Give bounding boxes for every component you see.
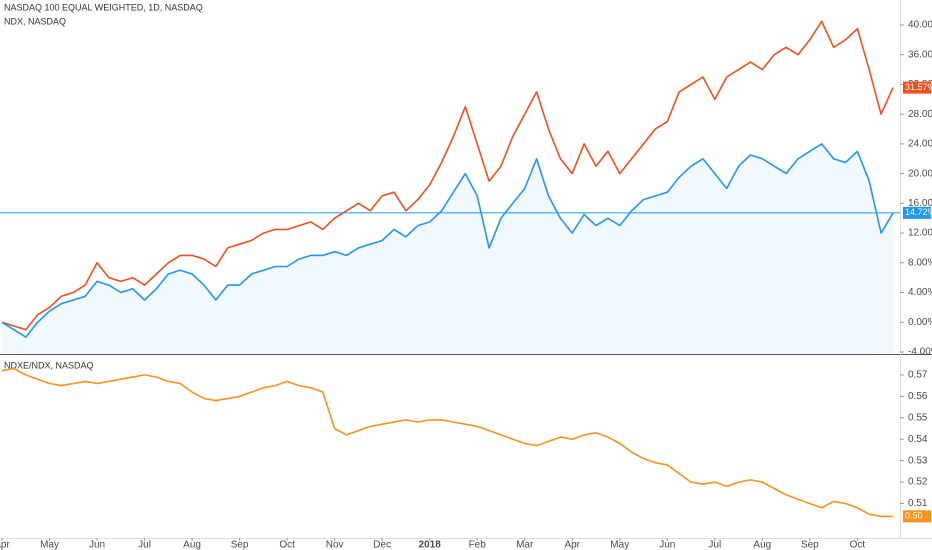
x-tick-label: Oct bbox=[279, 540, 295, 550]
area bbox=[2, 143, 893, 354]
y-tick-label: 0.51 bbox=[908, 498, 928, 509]
x-tick-label: Sep bbox=[801, 540, 819, 550]
y-tick-label: -4.00% bbox=[908, 347, 932, 358]
y-tick-label: 0.55 bbox=[908, 412, 928, 423]
series-line bbox=[1, 367, 893, 518]
y-tick-label: 36.00% bbox=[908, 49, 932, 60]
last-value-box bbox=[903, 510, 931, 523]
last-value-label: 31.57% bbox=[905, 82, 932, 92]
chart-subtitle: NDX, NASDAQ bbox=[4, 16, 66, 26]
x-tick-label: May bbox=[610, 540, 629, 550]
last-value-box bbox=[903, 81, 931, 94]
y-tick-label: 0.54 bbox=[908, 434, 928, 445]
y-tick-label: 4.00% bbox=[908, 287, 932, 298]
x-tick-label: Jun bbox=[659, 540, 675, 550]
x-tick-label: Apr bbox=[0, 540, 10, 550]
x-tick-label: Dec bbox=[373, 540, 391, 550]
x-tick-label: 2018 bbox=[419, 540, 442, 550]
chart-title: NASDAQ 100 EQUAL WEIGHTED, 1D, NASDAQ bbox=[4, 2, 203, 12]
last-value-label: 14.72% bbox=[905, 207, 932, 217]
x-tick-label: Apr bbox=[564, 540, 580, 550]
y-tick-label: 8.00% bbox=[908, 257, 932, 268]
x-tick-label: Mar bbox=[516, 540, 534, 550]
y-tick-label: 28.00% bbox=[908, 109, 932, 120]
x-tick-label: Jul bbox=[708, 540, 721, 550]
y-tick-label: 0.53 bbox=[908, 455, 928, 466]
y-tick-label: 0.52 bbox=[908, 477, 928, 488]
last-value-box bbox=[903, 206, 931, 219]
y-tick-label: 16.00% bbox=[908, 198, 932, 209]
x-tick-label: Feb bbox=[469, 540, 487, 550]
x-tick-label: Aug bbox=[183, 540, 201, 550]
x-tick-label: Nov bbox=[326, 540, 344, 550]
x-tick-label: Sep bbox=[231, 540, 249, 550]
series-line bbox=[1, 20, 894, 331]
series-line bbox=[1, 143, 894, 338]
y-tick-label: 24.00% bbox=[908, 139, 932, 150]
y-tick-label: 12.00% bbox=[908, 228, 932, 239]
y-tick-label: 20.00% bbox=[908, 168, 932, 179]
x-tick-label: Jun bbox=[89, 540, 105, 550]
last-value-label: 0.50 bbox=[905, 511, 923, 521]
x-tick-label: Aug bbox=[753, 540, 771, 550]
y-tick-label: 0.56 bbox=[908, 391, 928, 402]
x-tick-label: Oct bbox=[850, 540, 866, 550]
y-tick-label: 0.57 bbox=[908, 370, 928, 381]
y-tick-label: 40.00% bbox=[908, 20, 932, 31]
pane-title: NDXE/NDX, NASDAQ bbox=[4, 360, 94, 370]
x-tick-label: Jul bbox=[138, 540, 151, 550]
y-tick-label: 0.00% bbox=[908, 317, 932, 328]
x-tick-label: May bbox=[40, 540, 59, 550]
